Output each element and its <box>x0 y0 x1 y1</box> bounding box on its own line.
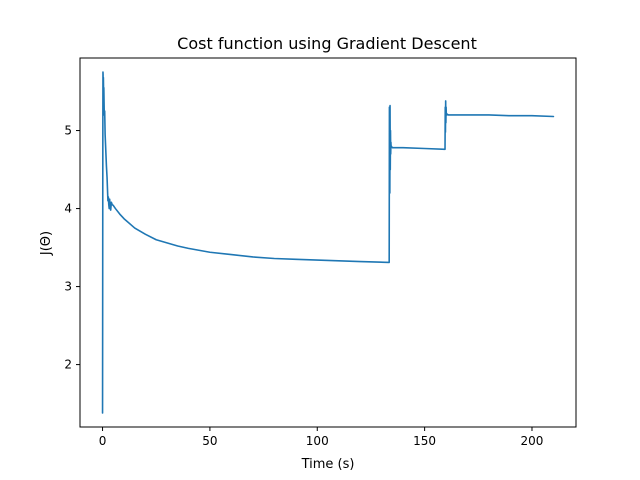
x-tick-label: 200 <box>521 434 544 448</box>
plot-area <box>101 71 555 414</box>
y-tick-label: 2 <box>64 358 72 372</box>
y-tick-label: 3 <box>64 280 72 294</box>
x-axis: 0 50 100 150 200 <box>99 427 544 448</box>
y-tick-label: 5 <box>64 124 72 138</box>
cost-series-line <box>101 71 555 414</box>
y-tick-label: 4 <box>64 202 72 216</box>
x-tick-label: 100 <box>306 434 329 448</box>
x-tick-label: 150 <box>413 434 436 448</box>
chart-title: Cost function using Gradient Descent <box>177 34 477 53</box>
x-tick-label: 0 <box>99 434 107 448</box>
y-axis: 2 3 4 5 <box>64 124 80 372</box>
x-tick-label: 50 <box>202 434 217 448</box>
axes-frame <box>79 57 577 428</box>
y-axis-label: J(Θ) <box>39 231 54 256</box>
x-axis-label: Time (s) <box>301 457 355 472</box>
